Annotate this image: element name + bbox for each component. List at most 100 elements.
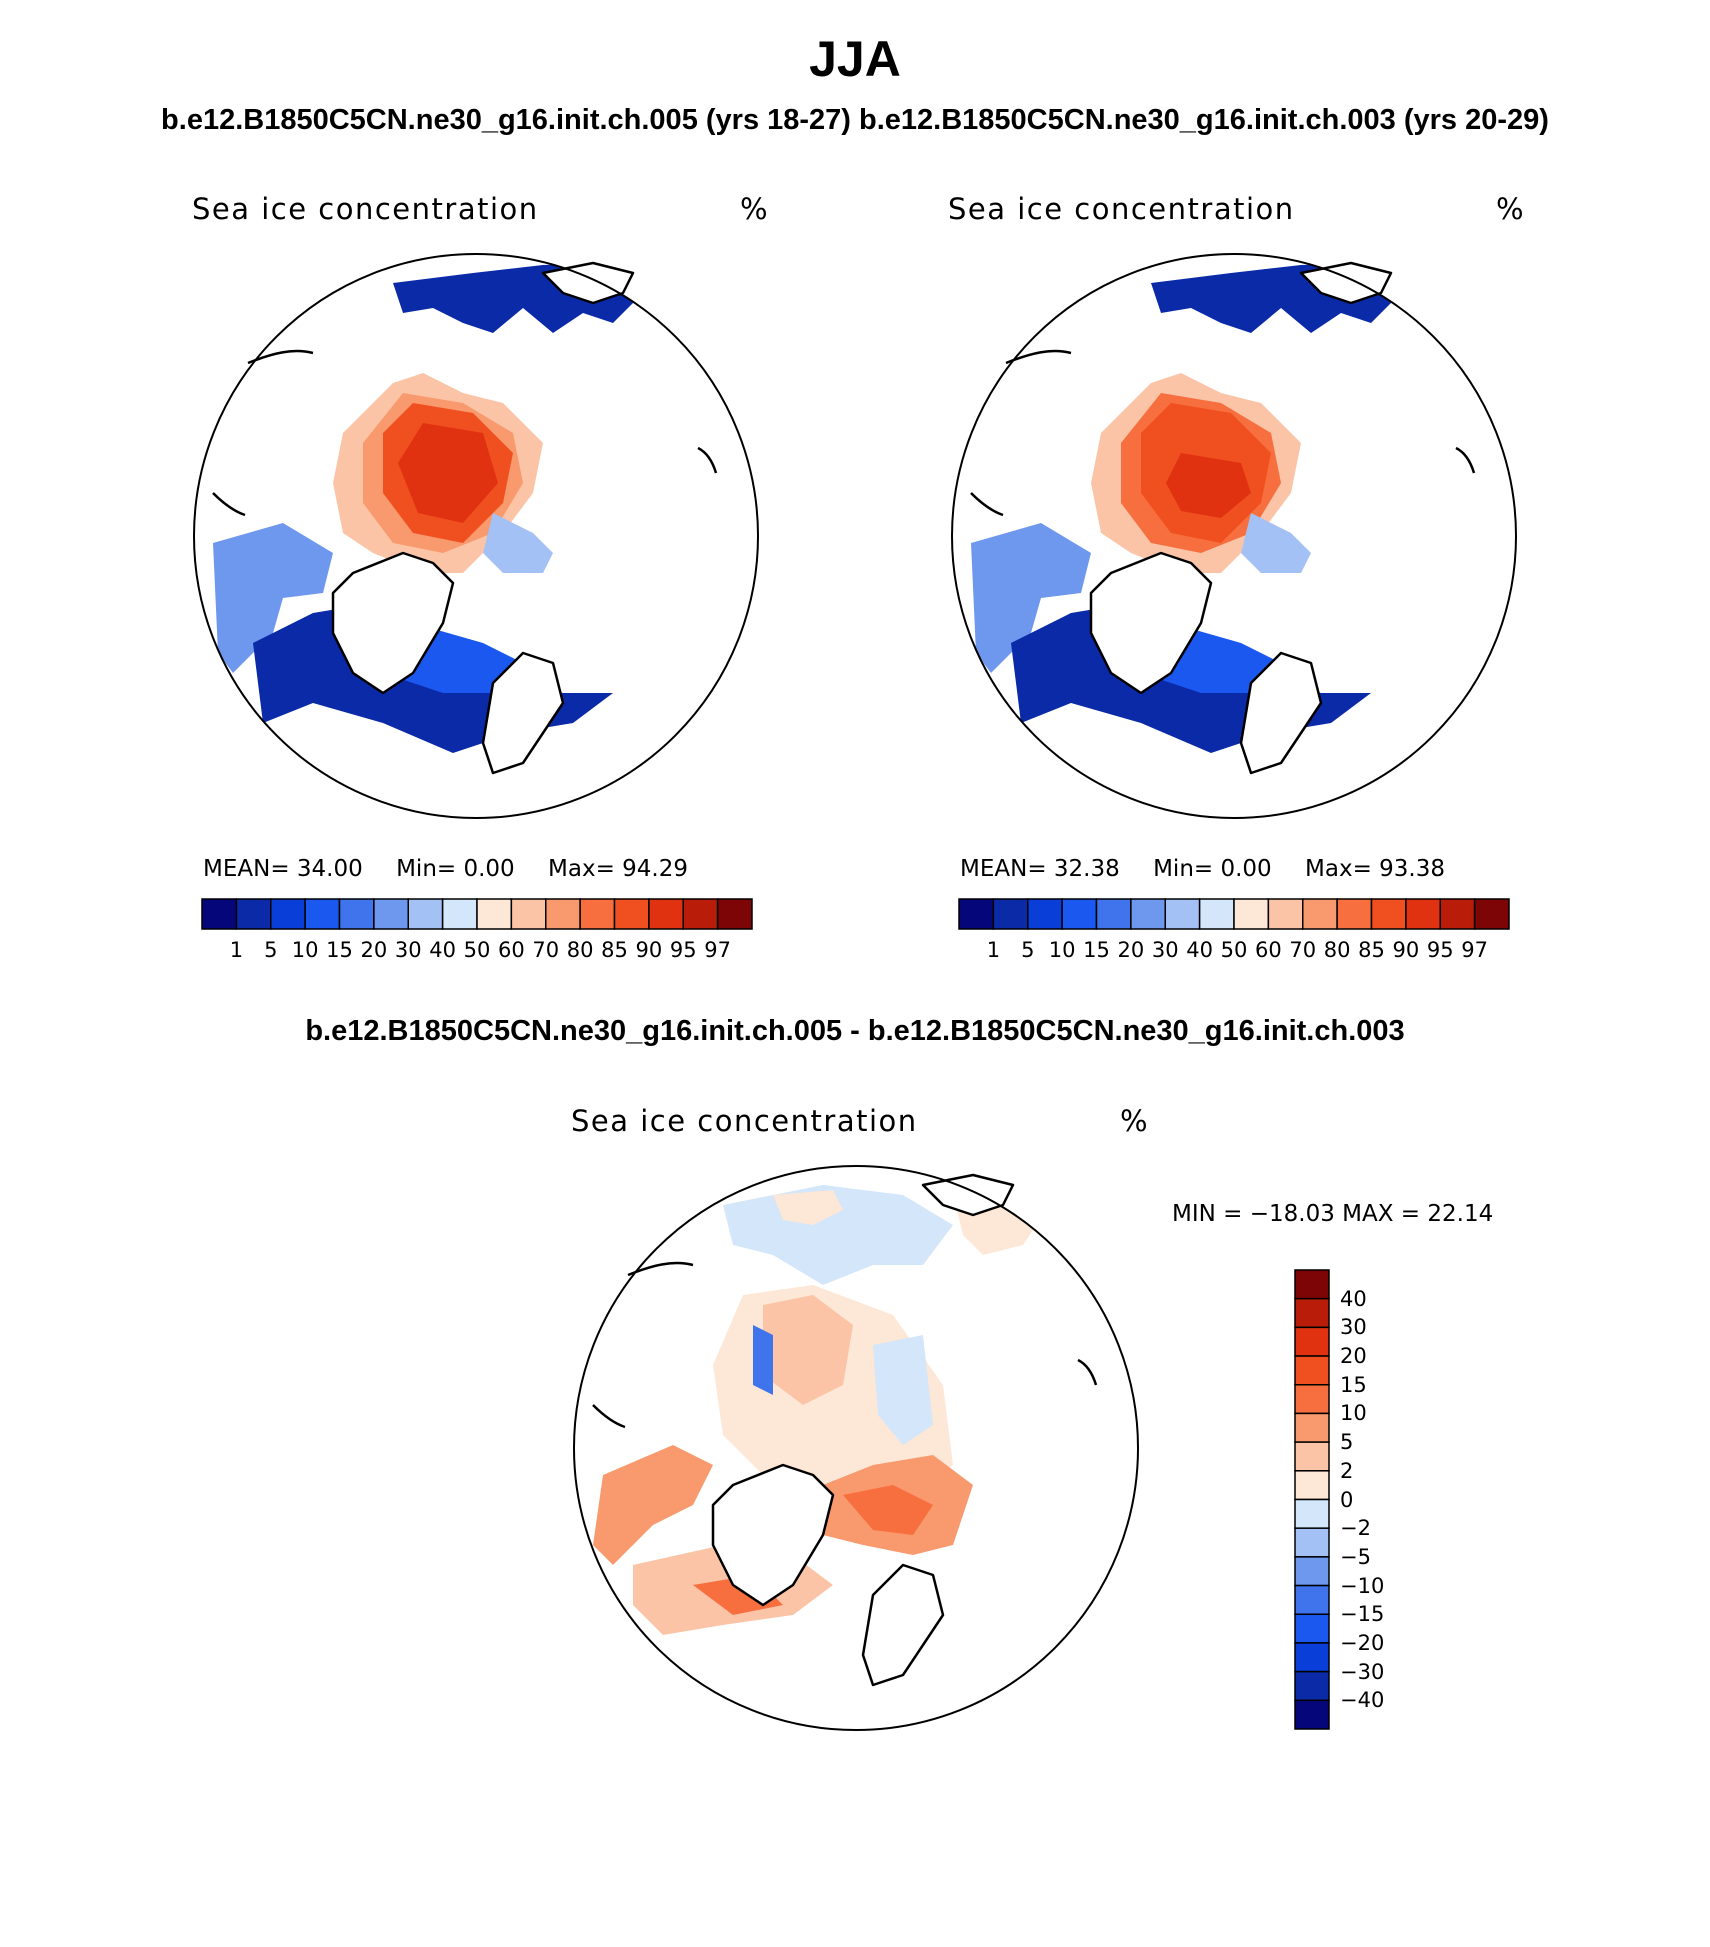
colorbar-swatch [613, 898, 650, 930]
colorbar-swatch [1405, 898, 1441, 930]
panel2-units-label: % [1496, 192, 1526, 226]
colorbar-tick-label: 5 [264, 938, 278, 962]
panel1-mean: MEAN= 34.00 [203, 856, 363, 882]
diff-polar-map [573, 1165, 1139, 1731]
figure-title: JJA [809, 31, 901, 87]
diff-units-label: % [1120, 1104, 1150, 1138]
colorbar-swatch [1267, 898, 1304, 930]
colorbar-tick-label: 15 [326, 938, 353, 962]
colorbar-tick-label: −5 [1340, 1544, 1371, 1569]
colorbar-swatch [1061, 898, 1098, 930]
diff-header: b.e12.B1850C5CN.ne30_g16.init.ch.005 - b… [305, 1015, 1405, 1047]
colorbar-tick-label: 85 [601, 938, 628, 962]
colorbar-swatch [1294, 1527, 1330, 1558]
panel2-colorbar [958, 898, 1510, 930]
case-header: b.e12.B1850C5CN.ne30_g16.init.ch.005 (yr… [161, 104, 1549, 136]
colorbar-swatch [1294, 1613, 1330, 1644]
colorbar-tick-label: −20 [1340, 1630, 1385, 1655]
colorbar-tick-label: 40 [1340, 1286, 1367, 1311]
colorbar-swatch [1095, 898, 1132, 930]
colorbar-swatch [1294, 1470, 1330, 1501]
colorbar-tick-label: 90 [1392, 938, 1420, 962]
alaska-outline [541, 261, 635, 305]
colorbar-tick-label: −30 [1340, 1659, 1385, 1684]
colorbar-swatch [1294, 1326, 1330, 1357]
panel1-colorbar [201, 898, 753, 930]
colorbar-tick-label: 20 [1117, 938, 1145, 962]
colorbar-tick-label: 30 [1340, 1315, 1367, 1340]
colorbar-tick-label: 40 [1186, 938, 1213, 962]
colorbar-tick-label: 90 [635, 938, 663, 962]
colorbar-swatch [1370, 898, 1407, 930]
panel2-stats: MEAN= 32.38 Min= 0.00 Max= 93.38 [960, 856, 1471, 882]
colorbar-tick-label: 50 [1220, 938, 1248, 962]
colorbar-tick-label: 60 [1255, 938, 1282, 962]
panel1-variable-label: Sea ice concentration [192, 192, 539, 226]
colorbar-tick-label: 95 [1426, 938, 1454, 962]
colorbar-swatch [1294, 1670, 1330, 1702]
colorbar-swatch [441, 898, 478, 930]
colorbar-swatch [1027, 898, 1063, 930]
colorbar-swatch [1294, 1269, 1330, 1300]
panel1-min: Min= 0.00 [396, 856, 515, 882]
colorbar-swatch [992, 898, 1029, 930]
panel2-max: Max= 93.38 [1305, 856, 1446, 882]
colorbar-swatch [1294, 1498, 1330, 1529]
colorbar-swatch [1294, 1584, 1330, 1615]
colorbar-swatch [407, 898, 444, 930]
colorbar-tick-label: 0 [1340, 1487, 1354, 1512]
colorbar-swatch [1294, 1384, 1330, 1415]
colorbar-tick-label: 30 [394, 938, 422, 962]
colorbar-tick-label: −40 [1340, 1688, 1385, 1713]
colorbar-swatch [304, 898, 341, 930]
colorbar-swatch [1294, 1355, 1330, 1386]
colorbar-tick-label: 50 [463, 938, 491, 962]
panel1-polar-map [193, 253, 759, 819]
colorbar-tick-label: 60 [498, 938, 525, 962]
colorbar-swatch [1294, 1556, 1330, 1587]
colorbar-swatch [648, 898, 684, 930]
panel1-max: Max= 94.29 [548, 856, 689, 882]
diff-minmax: MIN = −18.03 MAX = 22.14 [1172, 1201, 1494, 1227]
panel1-stats: MEAN= 34.00 Min= 0.00 Max= 94.29 [203, 856, 714, 882]
colorbar-swatch [201, 898, 238, 930]
colorbar-tick-label: 1 [229, 938, 244, 962]
colorbar-swatch [716, 898, 753, 930]
diff-variable-label: Sea ice concentration [571, 1104, 918, 1138]
colorbar-tick-label: −2 [1340, 1516, 1371, 1541]
colorbar-tick-label: 40 [429, 938, 456, 962]
colorbar-tick-label: 97 [704, 938, 731, 962]
colorbar-tick-label: 2 [1340, 1458, 1354, 1483]
colorbar-tick-label: 30 [1151, 938, 1179, 962]
colorbar-swatch [476, 898, 513, 930]
diff-colorbar-ticks: 40 30 20 15 10 5 2 0 −2 −5 −10 −15 −20 −30 −40 [1340, 1270, 1420, 1729]
colorbar-swatch [1439, 898, 1476, 930]
colorbar-tick-label: 1 [986, 938, 1001, 962]
colorbar-swatch [1198, 898, 1235, 930]
colorbar-tick-label: 5 [1021, 938, 1035, 962]
colorbar-tick-label: 20 [360, 938, 388, 962]
colorbar-tick-label: 85 [1358, 938, 1385, 962]
panel2-colorbar-ticks: 1 5 10 15 20 30 40 50 60 70 80 85 90 95 97 [959, 938, 1509, 964]
colorbar-swatch [1294, 1642, 1330, 1673]
panel2-min: Min= 0.00 [1153, 856, 1272, 882]
colorbar-swatch [1294, 1297, 1330, 1329]
colorbar-swatch [270, 898, 306, 930]
scandinavia-outline [481, 651, 565, 775]
diff-colorbar [1294, 1269, 1330, 1730]
colorbar-swatch [1164, 898, 1201, 930]
colorbar-swatch [1302, 898, 1338, 930]
colorbar-swatch [338, 898, 375, 930]
colorbar-tick-label: 15 [1083, 938, 1110, 962]
panel2-variable-label: Sea ice concentration [948, 192, 1295, 226]
colorbar-swatch [682, 898, 719, 930]
colorbar-swatch [510, 898, 547, 930]
colorbar-swatch [579, 898, 616, 930]
colorbar-tick-label: 80 [1323, 938, 1351, 962]
colorbar-swatch [1294, 1441, 1330, 1472]
colorbar-tick-label: 10 [291, 938, 319, 962]
panel1-colorbar-ticks: 1 5 10 15 20 30 40 50 60 70 80 85 90 95 97 [202, 938, 752, 964]
panel2-polar-map [951, 253, 1517, 819]
colorbar-tick-label: 80 [566, 938, 594, 962]
colorbar-tick-label: 5 [1340, 1430, 1354, 1455]
